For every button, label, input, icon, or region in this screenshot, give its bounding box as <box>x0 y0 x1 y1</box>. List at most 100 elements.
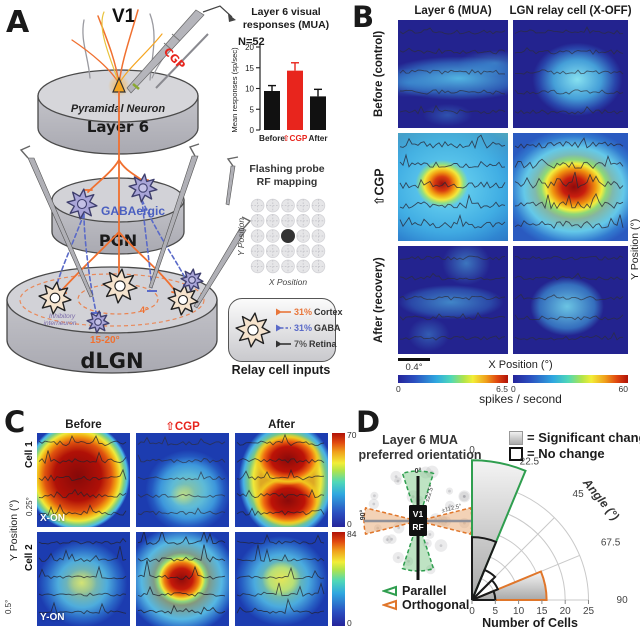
bar-chart-n: N=52 <box>238 36 265 48</box>
retina-arrow-icon <box>276 340 291 347</box>
polar-r-tick: 15 <box>536 606 548 617</box>
rf-dot <box>382 535 392 545</box>
neuron-cell <box>235 312 271 348</box>
polar-r-tick: 20 <box>560 606 572 617</box>
green-edge-label: ±22.5° <box>425 484 436 503</box>
heatmap-b-before-lgn <box>513 20 628 128</box>
c-colorbar-cell1 <box>332 433 345 527</box>
response-traces <box>236 433 325 517</box>
c-cb1-min: 0 <box>347 519 352 529</box>
cortex-pct: 31% <box>294 306 313 317</box>
c-col-header-cgp: ⇧CGP <box>165 421 200 433</box>
polar-x-axis-label: Number of Cells <box>482 616 578 630</box>
gabaergic-label: GABAergic <box>101 204 165 218</box>
b-colorbar-left-max: 6.5 <box>496 384 508 394</box>
neuron-cell <box>128 173 158 203</box>
response-traces <box>137 435 226 516</box>
response-traces <box>137 532 226 615</box>
significant-swatch <box>509 430 523 445</box>
d-title-line1: Layer 6 MUA <box>382 433 458 447</box>
rf-dot <box>370 491 379 500</box>
rf-mapping-title: Flashing probe RF mapping <box>240 163 334 189</box>
bar-y-axis-label: Mean responses (sp/sec) <box>230 47 239 133</box>
b-y-axis-label: Y Position (°) <box>629 218 640 280</box>
b-row-label-after: After (recovery) <box>373 257 385 343</box>
probe-stimulus-dot <box>281 229 295 243</box>
response-traces <box>399 27 506 115</box>
heatmap-b-cgp-layer6 <box>398 133 508 241</box>
cortex-arrow-icon <box>276 308 291 315</box>
bar-After <box>310 96 326 130</box>
response-traces <box>399 134 506 229</box>
retina-pct: 7% <box>294 338 308 349</box>
heatmap-c-cell1-cgp <box>136 433 229 527</box>
v1-title: V1 <box>112 6 136 27</box>
heatmap-b-after-lgn <box>513 246 628 354</box>
dlgn-outer-deg: 15-20° <box>90 335 120 346</box>
relay-cell-icon <box>235 312 271 348</box>
b-colorbar-left <box>398 375 508 383</box>
heatmap-c-cell2-cgp <box>136 532 229 626</box>
polar-angle-tick: 45 <box>573 489 585 500</box>
wedge-no-change <box>471 578 500 601</box>
c-cell2-label: Cell 2 <box>24 544 35 572</box>
deg90-label: 90° <box>359 510 367 521</box>
panel-a-schematic: A V1 4° 15-20° dLGN PGN Pyramidal Neuron… <box>6 5 252 374</box>
panel-a-label: A <box>6 5 30 40</box>
heatmap-b-after-layer6 <box>398 246 508 354</box>
b-col-header-lgn: LGN relay cell (X-OFF) <box>509 5 632 17</box>
polar-angle-tick: 22.5 <box>520 456 540 467</box>
neuron-cell <box>66 188 98 220</box>
c-scale1-label: 0.25° <box>25 497 34 517</box>
retina-label: Retina <box>309 338 337 349</box>
polar-histogram: 0 22.5 45 67.5 90 0 5 10 15 20 25 Angle (°) Number o… <box>469 445 628 630</box>
response-traces <box>514 255 624 341</box>
orange-edge-label: ±112.5° <box>441 504 463 515</box>
neuron-cell <box>102 268 138 304</box>
significant-text: = Significant change <box>527 430 640 445</box>
recording-electrodes <box>19 143 252 309</box>
bar-x-tick: Before <box>259 134 285 143</box>
deg0-label: 0° <box>415 467 422 475</box>
interneuron-label-1: Inhibitory <box>49 313 76 320</box>
polar-r-tick: 5 <box>493 606 499 617</box>
input-row-gaba: 31% GABA <box>275 321 343 334</box>
relay-inputs-box: 31% Cortex 31% GABA 7% Retina <box>228 298 343 362</box>
gaba-label: GABA <box>314 322 341 333</box>
rf-dot <box>459 491 470 502</box>
gaba-arrow-icon <box>276 324 291 331</box>
bar-y-tick: 0 <box>250 126 255 135</box>
c-cb1-max: 70 <box>347 430 357 440</box>
rf-dot <box>425 530 435 539</box>
pgn-label: PGN <box>99 231 137 250</box>
response-traces <box>514 26 624 115</box>
relay-inputs-caption: Relay cell inputs <box>231 363 331 377</box>
rf-mapping-y-label: Y Position <box>236 217 246 257</box>
panel-c-label: C <box>4 405 25 439</box>
d-title-line2: preferred orientation <box>358 448 482 462</box>
dlgn-disc: 4° 15-20° dLGN <box>6 266 218 374</box>
interneuron-label-2: interneuron <box>44 320 77 327</box>
bar-y-tick: 5 <box>250 105 255 114</box>
b-row-label-cgp: ⇧CGP <box>372 168 387 206</box>
input-row-retina: 7% Retina <box>275 337 343 350</box>
rf-dot <box>390 470 402 483</box>
rf-dot <box>445 487 454 495</box>
b-colorbar-right-max: 60 <box>618 384 628 394</box>
c-cell1-type: X-ON <box>40 513 65 524</box>
d-title: Layer 6 MUA preferred orientation <box>356 433 484 463</box>
c-scale2-label: 0.5° <box>4 599 13 615</box>
dlgn-inner-deg: 4° <box>140 305 149 315</box>
bar-⇧CGP <box>287 70 303 130</box>
rf-mapping-title-line1: Flashing probe <box>249 163 325 175</box>
rf-mapping-grid <box>250 198 326 274</box>
bar-y-tick: 10 <box>245 85 254 94</box>
bar-y-tick: 15 <box>245 64 254 73</box>
c-cell2-type: Y-ON <box>40 612 65 623</box>
heatmap-c-cell2-before <box>37 532 130 626</box>
polar-angle-axis-label: Angle (°) <box>579 475 622 523</box>
bar-chart-title-line2: responses (MUA) <box>242 18 330 31</box>
b-colorbar-right-min: 0 <box>511 384 516 394</box>
heatmap-b-cgp-lgn <box>513 133 628 241</box>
